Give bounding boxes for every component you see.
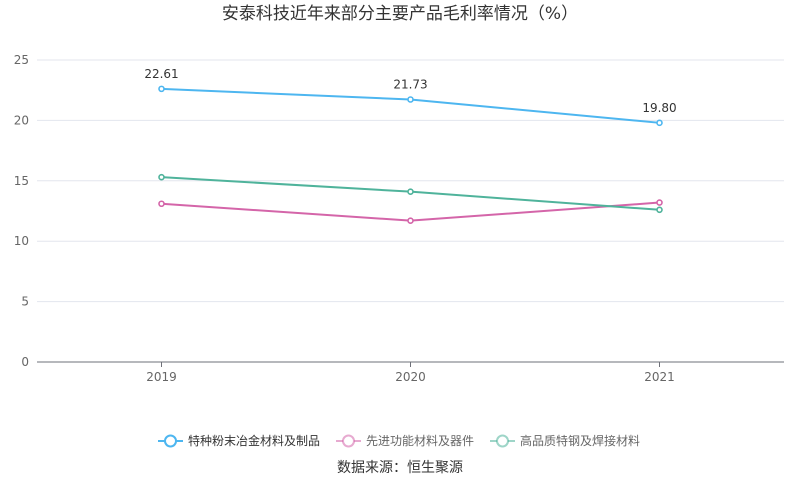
legend-marker — [496, 434, 509, 448]
data-label: 19.80 — [642, 101, 676, 115]
y-tick-label: 25 — [14, 53, 29, 67]
source-note: 数据来源：恒生聚源 — [337, 460, 463, 476]
y-tick-label: 15 — [14, 174, 29, 188]
data-point[interactable] — [158, 85, 165, 93]
legend-label: 特种粉末冶金材料及制品 — [188, 433, 320, 448]
data-point[interactable] — [656, 119, 663, 127]
legend-label: 高品质特钢及焊接材料 — [520, 433, 640, 448]
data-point[interactable] — [407, 188, 414, 195]
data-point[interactable] — [158, 173, 165, 181]
x-tick-label: 2019 — [146, 370, 177, 384]
legend[interactable]: 特种粉末冶金材料及制品 先进功能材料及器件 高品质特钢及焊接材料 — [158, 433, 640, 448]
legend-marker — [342, 434, 355, 448]
data-point[interactable] — [656, 206, 663, 214]
y-tick-label: 5 — [21, 295, 29, 309]
series-group — [158, 85, 663, 224]
legend-item-0[interactable]: 特种粉末冶金材料及制品 — [158, 433, 320, 448]
legend-label: 先进功能材料及器件 — [366, 434, 474, 448]
legend-item-1[interactable]: 先进功能材料及器件 — [336, 434, 474, 448]
series-line-0 — [161, 87, 660, 124]
data-point[interactable] — [407, 217, 414, 224]
data-labels: 22.61 21.73 19.80 — [144, 67, 676, 115]
legend-marker — [164, 434, 177, 448]
data-point[interactable] — [656, 199, 663, 206]
data-point[interactable] — [407, 96, 414, 103]
x-tick-label: 2021 — [644, 370, 675, 384]
data-label: 22.61 — [144, 67, 178, 81]
y-tick-label: 0 — [21, 355, 29, 369]
chart-title: 安泰科技近年来部分主要产品毛利率情况（%） — [222, 4, 578, 24]
y-tick-label: 10 — [14, 234, 29, 248]
data-point[interactable] — [158, 200, 165, 208]
x-tick-label: 2020 — [395, 370, 426, 384]
legend-item-2[interactable]: 高品质特钢及焊接材料 — [490, 433, 640, 448]
y-tick-label: 20 — [14, 113, 29, 127]
data-label: 21.73 — [393, 78, 427, 92]
axes: 0 5 10 15 20 25 2019 2020 2021 — [14, 53, 784, 384]
